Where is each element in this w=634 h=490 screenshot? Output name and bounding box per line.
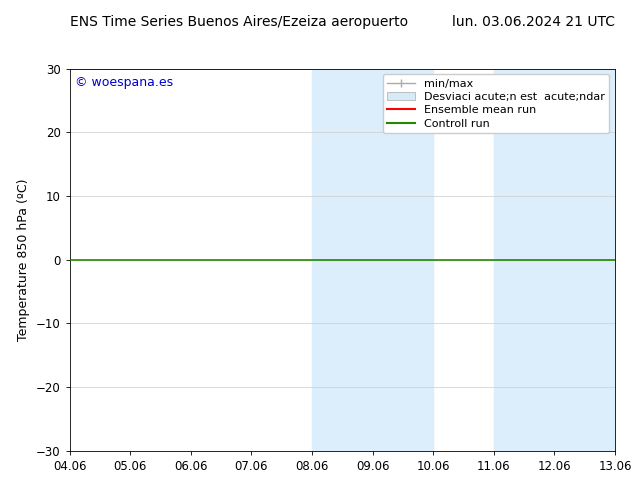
Bar xyxy=(373,69,433,451)
Y-axis label: Temperature 850 hPa (ºC): Temperature 850 hPa (ºC) xyxy=(17,178,30,341)
Bar xyxy=(494,69,554,451)
Text: © woespana.es: © woespana.es xyxy=(75,76,173,89)
Bar xyxy=(554,69,615,451)
Text: ENS Time Series Buenos Aires/Ezeiza aeropuerto: ENS Time Series Buenos Aires/Ezeiza aero… xyxy=(70,15,408,29)
Bar xyxy=(312,69,373,451)
Text: lun. 03.06.2024 21 UTC: lun. 03.06.2024 21 UTC xyxy=(452,15,615,29)
Legend: min/max, Desviaci acute;n est  acute;ndar, Ensemble mean run, Controll run: min/max, Desviaci acute;n est acute;ndar… xyxy=(383,74,609,133)
